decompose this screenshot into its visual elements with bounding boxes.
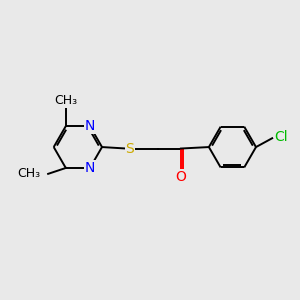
Text: CH₃: CH₃ [17, 167, 40, 180]
Text: N: N [85, 161, 95, 175]
Text: N: N [85, 119, 95, 133]
Text: CH₃: CH₃ [54, 94, 77, 107]
Text: Cl: Cl [274, 130, 288, 144]
Text: O: O [176, 170, 186, 184]
Text: S: S [126, 142, 134, 155]
